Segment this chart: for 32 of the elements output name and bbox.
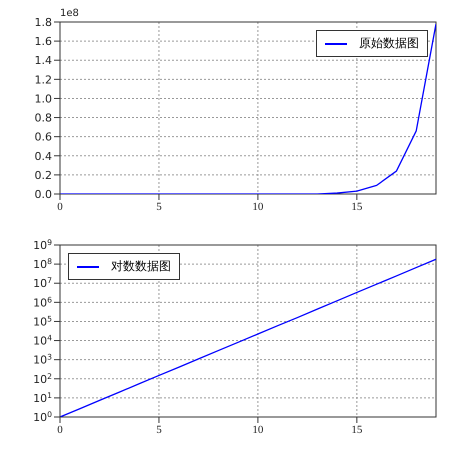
y-tick-label: 1.6: [34, 35, 52, 48]
line-series: [60, 258, 436, 417]
legend-label: 原始数据图: [359, 35, 419, 52]
x-tick-label: 5: [156, 424, 162, 436]
y-tick-label: 10$^{5}$: [33, 314, 52, 328]
y-tick-label: 1.4: [34, 54, 52, 68]
y-tick-label: 1.0: [34, 92, 52, 106]
y-tick-label: 10$^{3}$: [33, 352, 52, 367]
y-tick-label: 10$^{8}$: [33, 256, 52, 272]
x-tick-label: 15: [351, 200, 363, 213]
x-tick-label: 0: [57, 424, 64, 436]
y-tick-label: 0.0: [34, 188, 52, 201]
text: 1e8: [60, 8, 79, 19]
x-tick-label: 0: [57, 200, 64, 213]
y-tick-label: 10$^{9}$: [33, 238, 52, 252]
y-tick-label: 0.6: [34, 130, 52, 144]
y-tick-label: 1.2: [34, 73, 52, 86]
x-tick-label: 10: [252, 200, 264, 213]
y-tick-label: 10$^{7}$: [33, 276, 52, 290]
y-tick-label: 0.4: [34, 150, 52, 163]
y-tick-label: 0.8: [34, 112, 52, 125]
x-tick-label: 5: [156, 200, 162, 213]
x-tick-label: 15: [351, 424, 363, 436]
y-tick-label: 0.2: [34, 168, 52, 182]
y-tick-label: 10$^{6}$: [33, 294, 52, 310]
y-tick-label: 1.8: [34, 16, 52, 29]
legend-label: 对数数据图: [111, 258, 171, 275]
y-tick-label: 10$^{0}$: [33, 410, 52, 424]
y-tick-label: 10$^{1}$: [33, 390, 52, 405]
y-tick-label: 10$^{4}$: [33, 333, 52, 348]
y-tick-label: 10$^{2}$: [33, 371, 52, 386]
x-tick-label: 10: [252, 424, 264, 436]
